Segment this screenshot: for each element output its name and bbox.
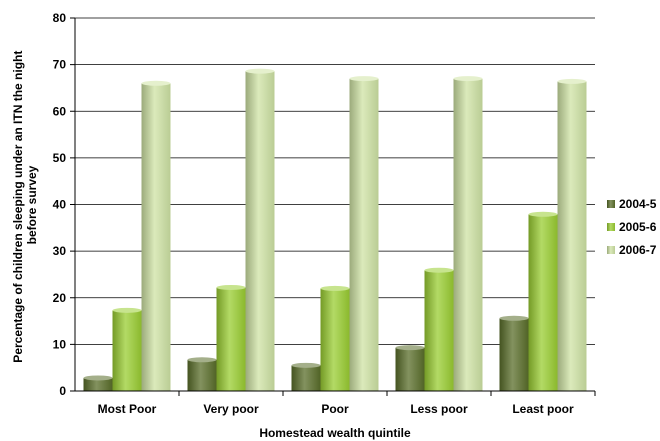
x-tick-label: Most Poor <box>98 402 157 416</box>
bar-top-cap <box>424 267 454 273</box>
bars <box>83 68 587 392</box>
y-axis-title: Percentage of children sleeping under an… <box>11 47 39 362</box>
bar-top-cap <box>216 284 246 290</box>
bar-top-cap <box>320 285 350 291</box>
y-tick-label: 40 <box>53 198 67 212</box>
bar-2006-7-most-poor <box>141 83 171 392</box>
legend-label-2004-5: 2004-5 <box>619 197 657 211</box>
bar-2005-6-most-poor <box>112 310 142 391</box>
bar-2005-6-poor <box>320 288 350 391</box>
bar-top-cap <box>141 80 171 86</box>
y-axis-ticks: 0 10 20 30 40 50 60 70 80 <box>53 11 75 398</box>
x-tick-label: Least poor <box>512 402 574 416</box>
bar-2004-5-least-poor <box>499 318 529 391</box>
y-axis-title-line1: Percentage of children sleeping under an… <box>11 51 25 363</box>
bar-top-cap <box>349 76 379 82</box>
x-tick-label: Poor <box>321 402 349 416</box>
x-axis-ticks: Most Poor Very poor Poor Less poor Least poo… <box>98 391 596 416</box>
bar-top-cap <box>499 315 529 321</box>
legend: 2004-5 2005-6 2006-7 <box>607 197 657 257</box>
legend-swatch-2004-5 <box>607 200 615 208</box>
x-tick-label: Very poor <box>203 402 259 416</box>
bar-2004-5-poor <box>291 365 321 391</box>
y-tick-label: 0 <box>59 384 66 398</box>
x-axis-title: Homestead wealth quintile <box>259 426 411 440</box>
bar-2006-7-less-poor <box>453 78 483 392</box>
bar-top-cap <box>395 345 425 351</box>
bar-top-cap <box>453 76 483 82</box>
y-tick-label: 70 <box>53 58 67 72</box>
bar-2005-6-very-poor <box>216 287 246 391</box>
legend-label-2005-6: 2005-6 <box>619 220 657 234</box>
y-axis-title-line2: before survey <box>25 165 39 244</box>
bar-top-cap <box>83 375 113 381</box>
y-tick-label: 10 <box>53 337 67 351</box>
bar-top-cap <box>112 307 142 313</box>
bar-2006-7-least-poor <box>557 81 587 391</box>
y-tick-label: 80 <box>53 11 67 25</box>
y-tick-label: 50 <box>53 151 67 165</box>
bar-2006-7-poor <box>349 78 379 392</box>
legend-swatch-2005-6 <box>607 223 615 231</box>
legend-label-2006-7: 2006-7 <box>619 243 657 257</box>
bar-top-cap <box>187 357 217 363</box>
bar-2004-5-most-poor <box>83 377 113 391</box>
bar-2005-6-less-poor <box>424 270 454 391</box>
y-tick-label: 60 <box>53 104 67 118</box>
x-tick-label: Less poor <box>410 402 468 416</box>
legend-swatch-2006-7 <box>607 246 615 254</box>
y-tick-label: 20 <box>53 291 67 305</box>
bar-2004-5-less-poor <box>395 347 425 391</box>
bar-top-cap <box>528 211 558 217</box>
bar-top-cap <box>291 362 321 368</box>
bar-2005-6-least-poor <box>528 214 558 391</box>
bar-top-cap <box>245 68 275 74</box>
bar-top-cap <box>557 78 587 84</box>
y-tick-label: 30 <box>53 244 67 258</box>
bar-2004-5-very-poor <box>187 359 217 391</box>
bar-2006-7-very-poor <box>245 71 275 391</box>
